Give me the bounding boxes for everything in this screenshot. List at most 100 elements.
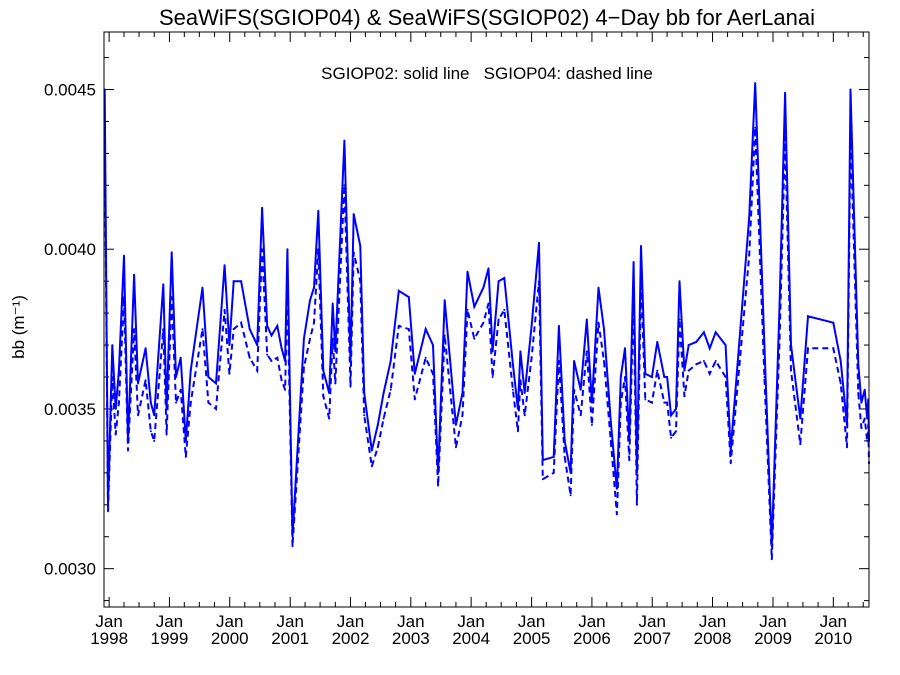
data-point-sgiop02	[523, 392, 526, 394]
x-tick-month-label: Jan	[457, 612, 484, 631]
data-point-sgiop04	[276, 356, 279, 359]
data-point-sgiop02	[207, 376, 210, 378]
data-point-sgiop04	[860, 427, 863, 430]
data-point-sgiop02	[557, 324, 560, 327]
data-point-sgiop04	[270, 360, 273, 362]
data-point-sgiop02	[849, 88, 852, 91]
data-point-sgiop04	[770, 558, 773, 561]
data-point-sgiop04	[695, 363, 698, 366]
data-point-sgiop04	[516, 430, 519, 433]
data-point-sgiop04	[569, 494, 572, 497]
data-point-sgiop02	[162, 283, 165, 286]
data-point-sgiop04	[687, 369, 690, 372]
data-point-sgiop02	[144, 347, 147, 350]
data-point-sgiop04	[343, 184, 346, 187]
data-point-sgiop04	[724, 376, 727, 378]
data-point-sgiop02	[424, 328, 427, 331]
x-tick-year-label: 2005	[513, 629, 551, 648]
data-point-sgiop02	[675, 407, 677, 410]
data-point-sgiop04	[162, 328, 165, 331]
data-point-sgiop04	[832, 347, 835, 350]
data-point-sgiop04	[541, 478, 544, 481]
data-point-sgiop02	[331, 302, 334, 305]
data-point-sgiop04	[784, 136, 787, 139]
data-point-sgiop04	[284, 388, 287, 391]
data-point-sgiop02	[784, 91, 787, 94]
data-point-sgiop04	[754, 126, 757, 129]
x-tick-year-label: 2010	[814, 629, 852, 648]
data-point-sgiop04	[359, 280, 362, 283]
x-tick-year-label: 2002	[332, 629, 370, 648]
data-point-sgiop04	[650, 401, 653, 404]
data-point-sgiop02	[201, 286, 204, 289]
data-point-sgiop02	[503, 277, 506, 279]
data-point-sgiop04	[615, 513, 618, 516]
line-style-annotation: SGIOP02: solid line SGIOP04: dashed line	[321, 64, 653, 83]
data-point-sgiop04	[640, 280, 642, 283]
data-point-sgiop02	[748, 216, 751, 219]
x-tick-year-label: 2009	[754, 629, 792, 648]
data-point-sgiop02	[389, 360, 392, 362]
data-point-sgiop04	[491, 376, 494, 378]
data-point-sgiop02	[248, 328, 251, 331]
data-point-sgiop02	[443, 299, 446, 302]
data-point-sgiop02	[832, 321, 835, 324]
data-point-sgiop04	[322, 395, 325, 398]
data-point-sgiop04	[519, 379, 522, 382]
data-point-sgiop02	[322, 369, 325, 372]
data-point-sgiop04	[511, 388, 514, 391]
data-point-sgiop04	[487, 302, 490, 305]
plot-frame	[103, 31, 870, 608]
data-point-sgiop02	[256, 344, 259, 347]
data-point-sgiop04	[111, 376, 114, 378]
data-point-sgiop04	[573, 388, 576, 391]
data-point-sgiop04	[579, 414, 582, 417]
data-point-sgiop02	[482, 286, 485, 289]
data-point-sgiop02	[352, 213, 355, 216]
data-point-sgiop04	[666, 401, 669, 404]
data-point-sgiop02	[866, 417, 869, 420]
x-tick-month-label: Jan	[699, 612, 726, 631]
data-point-sgiop04	[179, 388, 182, 391]
x-tick-year-label: 2003	[392, 629, 430, 648]
data-point-sgiop04	[799, 443, 802, 446]
data-point-sgiop02	[863, 388, 866, 391]
data-point-sgiop04	[352, 251, 355, 254]
x-tick-month-label: Jan	[337, 612, 364, 631]
x-tick-month-label: Jan	[639, 612, 666, 631]
data-point-sgiop02	[179, 356, 182, 359]
y-tick-label: 0.0030	[44, 560, 96, 579]
data-point-sgiop04	[153, 439, 156, 442]
x-tick-year-label: 2000	[211, 629, 249, 648]
data-point-sgiop02	[585, 318, 588, 321]
data-point-sgiop04	[266, 353, 269, 356]
x-tick-month-label: Jan	[397, 612, 424, 631]
data-point-sgiop04	[857, 392, 860, 394]
data-point-sgiop02	[695, 340, 698, 343]
data-point-sgiop04	[603, 360, 605, 362]
x-tick-month-label: Jan	[820, 612, 847, 631]
data-point-sgiop02	[413, 372, 416, 375]
data-point-sgiop02	[632, 261, 635, 263]
data-point-sgiop02	[286, 248, 289, 251]
x-tick-year-label: 2008	[694, 629, 732, 648]
data-point-sgiop04	[552, 471, 555, 474]
data-point-sgiop02	[270, 334, 273, 337]
x-tick-month-label: Jan	[156, 612, 183, 631]
data-point-sgiop04	[635, 503, 638, 506]
data-point-sgiop02	[724, 344, 727, 347]
data-point-sgiop04	[846, 446, 848, 449]
data-point-sgiop04	[240, 321, 243, 324]
data-point-sgiop02	[309, 299, 311, 302]
data-point-sgiop02	[215, 382, 217, 385]
data-point-sgiop04	[729, 462, 732, 465]
data-point-sgiop04	[349, 385, 352, 388]
data-point-sgiop02	[432, 344, 434, 347]
data-point-sgiop04	[473, 337, 476, 340]
data-point-sgiop04	[334, 382, 337, 385]
data-point-sgiop04	[286, 286, 289, 289]
data-point-sgiop04	[149, 430, 152, 433]
data-point-sgiop04	[424, 356, 427, 359]
data-point-sgiop02	[454, 423, 457, 426]
